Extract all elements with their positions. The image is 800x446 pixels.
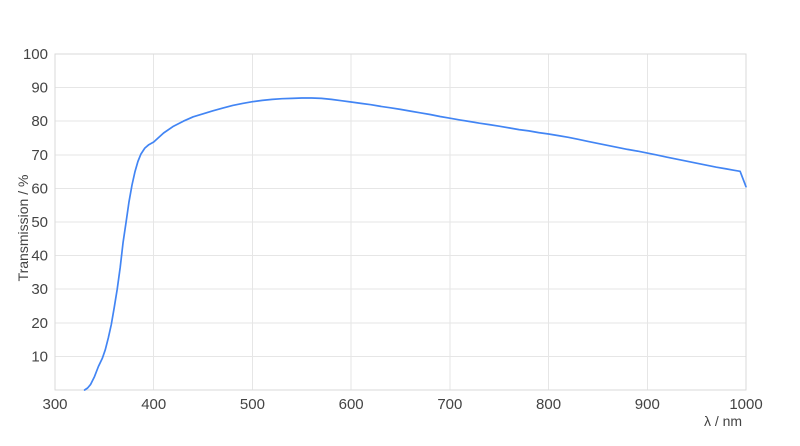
y-tick-label: 80	[31, 113, 48, 130]
y-tick-label: 50	[31, 214, 48, 231]
y-tick-label: 100	[23, 46, 48, 63]
x-tick-label: 700	[437, 396, 462, 413]
series-line-transmission	[83, 97, 747, 391]
plot-frame	[54, 53, 747, 391]
y-tick-label: 90	[31, 80, 48, 97]
y-tick-label: 30	[31, 281, 48, 298]
x-tick-label: 1000	[729, 396, 762, 413]
x-tick-label: 800	[536, 396, 561, 413]
x-tick-label: 400	[141, 396, 166, 413]
x-axis-title: λ / nm	[703, 413, 743, 429]
x-tick-label: 300	[42, 396, 67, 413]
y-axis-title: Transmission / %	[15, 174, 31, 282]
y-tick-label: 40	[31, 248, 48, 265]
y-tick-label: 70	[31, 147, 48, 164]
x-tick-label: 600	[339, 396, 364, 413]
y-tick-label: 60	[31, 180, 48, 197]
y-tick-label: 10	[31, 348, 48, 365]
x-tick-label: 900	[635, 396, 660, 413]
x-tick-label: 500	[240, 396, 265, 413]
y-tick-label: 20	[31, 315, 48, 332]
